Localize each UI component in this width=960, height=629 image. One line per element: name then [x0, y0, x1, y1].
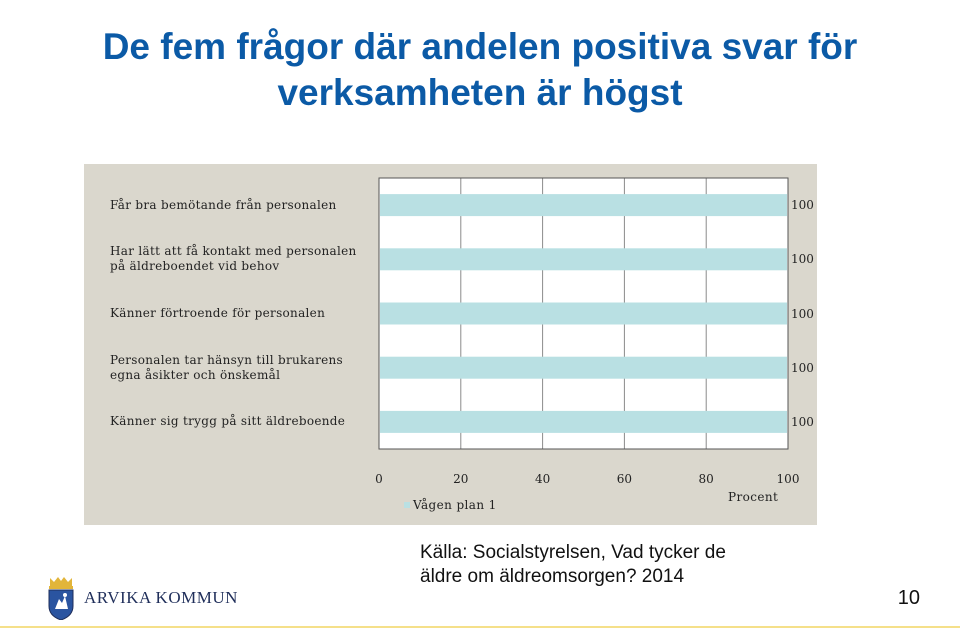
- x-tick-100: 100: [776, 472, 800, 486]
- category-label-line: Personalen tar hänsyn till brukarens: [110, 352, 343, 367]
- category-label-line: Känner sig trygg på sitt äldreboende: [110, 414, 346, 429]
- x-axis-label: Procent: [728, 490, 779, 504]
- category-label-2: Har lätt att få kontakt med personalen på…: [110, 244, 375, 274]
- coat-of-arms-icon: [48, 577, 74, 620]
- x-tick-0: 0: [375, 472, 383, 486]
- category-label-3: Känner förtroende för personalen: [110, 306, 375, 321]
- value-label-3: 100: [791, 306, 814, 321]
- logo: ARVIKA KOMMUN: [46, 576, 238, 620]
- source-note: Källa: Socialstyrelsen, Vad tycker de äl…: [420, 541, 820, 589]
- legend-label: Vågen plan 1: [413, 498, 497, 512]
- bar-5: [380, 410, 787, 433]
- category-label-5: Känner sig trygg på sitt äldreboende: [110, 414, 375, 429]
- category-label-4: Personalen tar hänsyn till brukarens egna…: [110, 353, 375, 383]
- legend: Vågen plan 1: [404, 498, 497, 512]
- value-label-2: 100: [791, 252, 814, 267]
- value-label-4: 100: [791, 360, 814, 375]
- x-tick-20: 20: [453, 472, 469, 486]
- page-title: De fem frågor där andelen positiva svar …: [102, 26, 858, 113]
- x-tick-40: 40: [534, 472, 551, 486]
- logo-text: ARVIKA KOMMUN: [84, 588, 238, 607]
- bar-3: [380, 302, 787, 325]
- value-label-1: 100: [791, 198, 814, 213]
- bar-2: [380, 248, 787, 271]
- category-label-line: Känner förtroende för personalen: [110, 306, 326, 320]
- value-label-5: 100: [791, 414, 814, 429]
- bar-1: [380, 194, 787, 217]
- source-line-2: äldre om äldreomsorgen? 2014: [420, 566, 685, 587]
- x-tick-60: 60: [616, 472, 633, 486]
- category-label-line: Har lätt att få kontakt med personalen: [110, 244, 357, 259]
- source-line-1: Källa: Socialstyrelsen, Vad tycker de: [420, 542, 726, 563]
- legend-swatch: [404, 502, 410, 508]
- plot-border: [378, 177, 789, 450]
- x-tick-80: 80: [698, 472, 714, 486]
- category-label-line: egna åsikter och önskemål: [110, 367, 281, 382]
- footer-rule: [0, 626, 960, 628]
- category-label-line: på äldreboendet vid behov: [110, 259, 280, 274]
- category-label-1: Får bra bemötande från personalen: [110, 198, 375, 213]
- category-label-line: Får bra bemötande från personalen: [110, 197, 337, 212]
- bar-4: [380, 356, 787, 379]
- page-number: 10: [897, 587, 920, 609]
